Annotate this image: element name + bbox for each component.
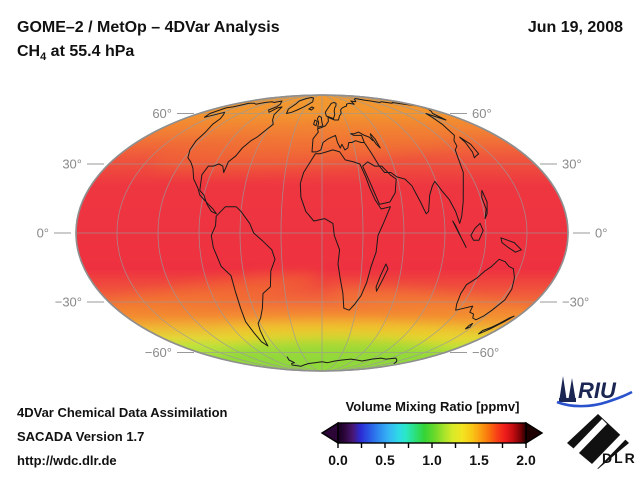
latitude-labels: 60° 60° 30° 30° 0° 0° −30° −30° −60° −60° <box>37 106 608 360</box>
riu-wave-icon <box>556 390 633 408</box>
latitude-label-left: −30° <box>55 295 82 310</box>
latitude-label-right: 30° <box>562 157 582 172</box>
coastlines <box>187 97 522 367</box>
latitude-label-right: 0° <box>595 226 607 241</box>
latitude-label-right: 60° <box>472 106 492 121</box>
credit-line-url: http://wdc.dlr.de <box>17 453 117 468</box>
colorbar-block: Volume Mixing Ratio [ppmv] <box>315 399 550 476</box>
riu-logo: RIU <box>556 376 633 408</box>
colorbar-overflow-arrow <box>525 421 544 445</box>
colorbar-ticks <box>337 443 527 448</box>
colorbar: 0.0 0.5 1.0 1.5 2.0 <box>320 421 544 468</box>
cathedral-icon <box>559 376 576 402</box>
colorbar-underflow-arrow <box>320 421 339 445</box>
colorbar-tick-label: 1.5 <box>469 452 489 468</box>
dlr-logo-text: DLR <box>602 450 637 466</box>
riu-logo-text: RIU <box>578 378 617 403</box>
dlr-logo-icon <box>567 414 629 471</box>
colorbar-title: Volume Mixing Ratio [ppmv] <box>345 399 520 414</box>
date-label: Jun 19, 2008 <box>527 19 623 36</box>
colorbar-tick-label: 0.0 <box>328 452 348 468</box>
species-symbol: CH <box>17 43 41 60</box>
latitude-label-right: −30° <box>562 295 589 310</box>
dlr-logo: DLR <box>567 414 637 471</box>
latitude-label-left: 60° <box>152 106 172 121</box>
credit-line-version: SACADA Version 1.7 <box>17 429 145 444</box>
colorbar-tick-label: 0.5 <box>375 452 395 468</box>
latitude-label-right: −60° <box>472 345 499 360</box>
graticule <box>77 96 567 370</box>
colorbar-tick-label: 2.0 <box>516 452 536 468</box>
colorbar-tick-label: 1.0 <box>422 452 442 468</box>
credits-block: 4DVar Chemical Data Assimilation SACADA … <box>17 401 228 473</box>
latitude-label-left: 30° <box>62 157 82 172</box>
page-subtitle: CH4 at 55.4 hPa <box>17 43 134 63</box>
latitude-label-left: 0° <box>37 226 49 241</box>
species-subscript: 4 <box>40 51 47 64</box>
pressure-level-text: at 55.4 hPa <box>46 43 135 60</box>
colorbar-ramp <box>337 422 527 444</box>
latitude-label-left: −60° <box>145 345 172 360</box>
page-title: GOME–2 / MetOp – 4DVar Analysis <box>17 19 280 36</box>
globe-outline <box>75 94 569 372</box>
credit-line-assimilation: 4DVar Chemical Data Assimilation <box>17 405 228 420</box>
